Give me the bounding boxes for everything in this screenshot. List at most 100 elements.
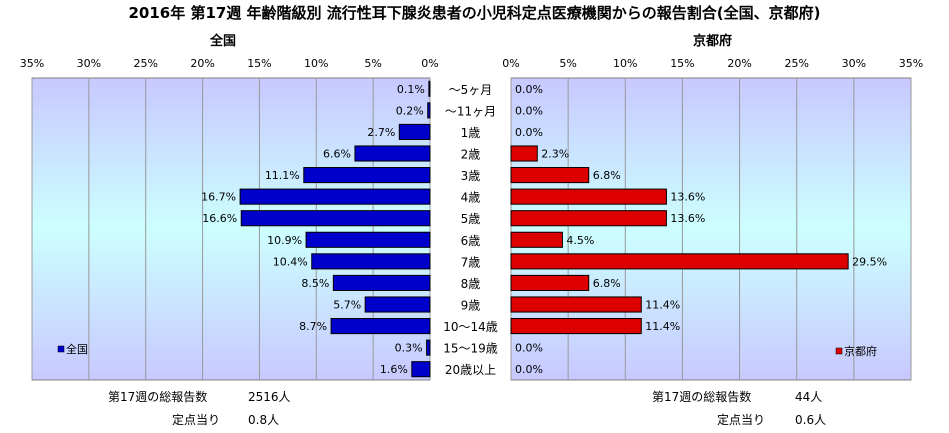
kyoto-panel-title: 京都府 <box>693 34 733 49</box>
category-label: 4歳 <box>461 191 481 205</box>
kyoto-bar <box>510 274 590 291</box>
kyoto-data-label: 11.4% <box>645 320 680 333</box>
national-x-tick-label: 25% <box>133 57 157 70</box>
national-bar <box>332 274 431 291</box>
kyoto-data-label: 0.0% <box>515 83 543 96</box>
category-label: 20歳以上 <box>445 363 496 377</box>
national-bar <box>398 123 431 140</box>
national-data-label: 0.2% <box>396 104 424 117</box>
national-bar <box>303 167 431 184</box>
national-bar <box>427 102 431 119</box>
national-bar <box>364 296 431 313</box>
kyoto-data-label: 0.0% <box>515 126 543 139</box>
national-bar <box>426 339 431 356</box>
national-data-label: 1.6% <box>380 363 408 376</box>
national-data-label: 10.9% <box>267 234 302 247</box>
category-label: 6歳 <box>461 234 481 248</box>
kyoto-data-label: 0.0% <box>515 363 543 376</box>
kyoto-bar <box>510 188 667 205</box>
category-label: 15～19歳 <box>443 342 498 356</box>
national-bar <box>354 145 431 162</box>
category-label: 2歳 <box>461 148 481 162</box>
kyoto-data-label: 0.0% <box>515 342 543 355</box>
kyoto-data-label: 2.3% <box>541 148 569 161</box>
national-per-site-value: 0.8人 <box>248 413 280 427</box>
national-bar <box>240 210 431 227</box>
kyoto-x-tick-label: 5% <box>559 57 576 70</box>
kyoto-data-label: 4.5% <box>566 234 594 247</box>
national-data-label: 0.1% <box>397 83 425 96</box>
kyoto-x-tick-label: 35% <box>899 57 923 70</box>
kyoto-bar <box>510 296 642 313</box>
national-x-tick-label: 15% <box>247 57 271 70</box>
national-bar <box>330 318 431 335</box>
kyoto-total-label: 第17週の総報告数 <box>652 390 752 404</box>
category-label: ～5ヶ月 <box>449 83 493 97</box>
kyoto-data-label: 0.0% <box>515 104 543 117</box>
kyoto-per-site-label: 定点当り <box>717 413 766 427</box>
national-total-label: 第17週の総報告数 <box>108 390 208 404</box>
kyoto-data-label: 6.8% <box>593 277 621 290</box>
national-x-tick-label: 10% <box>304 57 328 70</box>
category-label: 7歳 <box>461 255 481 269</box>
kyoto-x-tick-label: 10% <box>613 57 637 70</box>
category-label: ～11ヶ月 <box>445 104 496 118</box>
kyoto-data-label: 29.5% <box>852 255 887 268</box>
national-data-label: 10.4% <box>273 255 308 268</box>
national-data-label: 2.7% <box>367 126 395 139</box>
national-data-label: 8.7% <box>299 320 327 333</box>
kyoto-data-label: 11.4% <box>645 299 680 312</box>
national-bar <box>311 253 431 270</box>
national-x-tick-label: 35% <box>20 57 44 70</box>
category-label: 1歳 <box>461 126 481 140</box>
national-legend-label: 全国 <box>66 342 88 356</box>
national-total-value: 2516人 <box>248 390 291 404</box>
national-bar <box>411 361 431 378</box>
national-x-tick-label: 20% <box>190 57 214 70</box>
national-x-tick-label: 5% <box>364 57 381 70</box>
national-data-label: 8.5% <box>301 277 329 290</box>
category-label: 3歳 <box>461 169 481 183</box>
national-panel-title: 全国 <box>210 34 237 49</box>
national-data-label: 16.6% <box>202 212 237 225</box>
national-x-tick-label: 30% <box>77 57 101 70</box>
category-label: 10～14歳 <box>443 320 498 334</box>
kyoto-x-tick-label: 30% <box>842 57 866 70</box>
national-bar <box>239 188 431 205</box>
category-label: 9歳 <box>461 299 481 313</box>
kyoto-bar <box>510 231 563 248</box>
kyoto-x-tick-label: 20% <box>727 57 751 70</box>
kyoto-x-tick-label: 25% <box>784 57 808 70</box>
kyoto-bar <box>510 318 642 335</box>
national-plot-area <box>31 77 431 381</box>
kyoto-per-site-value: 0.6人 <box>795 413 827 427</box>
national-data-label: 11.1% <box>265 169 300 182</box>
category-label: 8歳 <box>461 277 481 291</box>
kyoto-legend-label: 京都府 <box>844 344 877 358</box>
national-data-label: 6.6% <box>323 148 351 161</box>
national-data-label: 16.7% <box>201 191 236 204</box>
kyoto-x-tick-label: 0% <box>502 57 519 70</box>
national-data-label: 5.7% <box>333 299 361 312</box>
kyoto-data-label: 13.6% <box>670 212 705 225</box>
kyoto-data-label: 6.8% <box>593 169 621 182</box>
national-data-label: 0.3% <box>395 342 423 355</box>
kyoto-plot-area <box>510 77 912 381</box>
chart-title: 2016年 第17週 年齢階級別 流行性耳下腺炎患者の小児科定点医療機関からの報… <box>128 4 821 22</box>
kyoto-x-tick-label: 15% <box>670 57 694 70</box>
kyoto-bar <box>510 210 667 227</box>
kyoto-bar <box>510 145 538 162</box>
kyoto-bar <box>510 253 849 270</box>
kyoto-data-label: 13.6% <box>670 191 705 204</box>
kyoto-bar <box>510 167 590 184</box>
national-per-site-label: 定点当り <box>172 413 221 427</box>
category-label: 5歳 <box>461 212 481 226</box>
national-legend-swatch <box>57 345 65 353</box>
kyoto-legend-swatch <box>835 347 843 355</box>
kyoto-total-value: 44人 <box>795 390 823 404</box>
national-bar <box>428 80 431 97</box>
national-x-tick-label: 0% <box>421 57 438 70</box>
national-bar <box>305 231 431 248</box>
